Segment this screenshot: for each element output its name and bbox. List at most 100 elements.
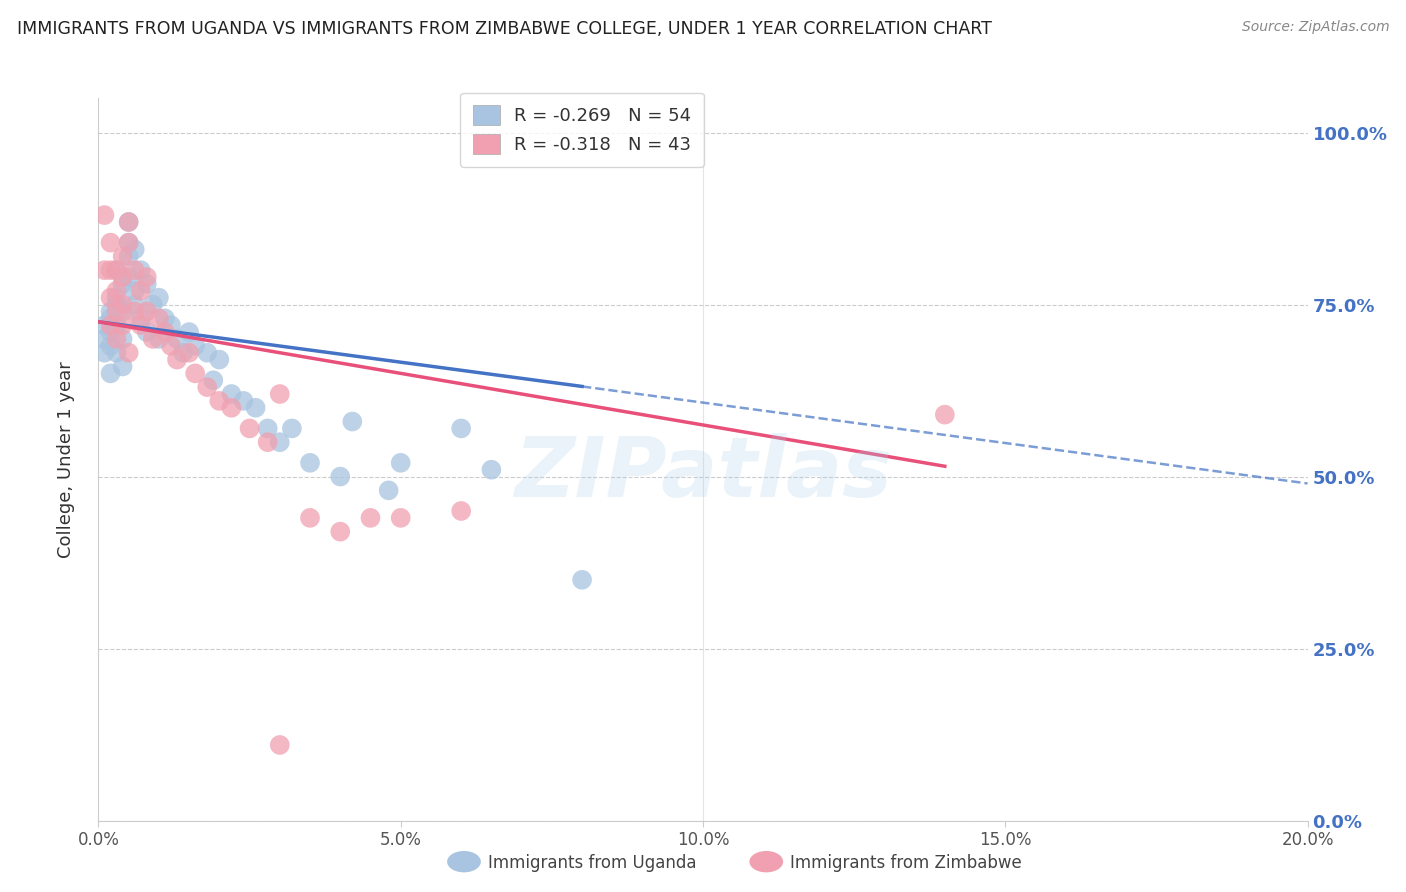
Point: [129, 318, 152, 333]
Point: [100, 235, 122, 250]
Point: [389, 456, 412, 470]
Point: [329, 469, 352, 483]
Point: [118, 345, 141, 359]
Point: [100, 263, 122, 277]
Point: [256, 435, 278, 450]
Point: [118, 215, 141, 229]
Point: [105, 291, 128, 305]
Point: [124, 284, 146, 298]
Point: [100, 318, 122, 333]
Point: [93, 318, 115, 333]
Point: [450, 421, 472, 435]
Text: ZIPatlas: ZIPatlas: [515, 434, 891, 515]
Point: [934, 408, 956, 422]
Point: [195, 345, 218, 359]
Point: [111, 297, 134, 311]
Point: [166, 352, 188, 367]
Point: [105, 284, 128, 298]
Point: [111, 277, 134, 291]
Point: [299, 511, 322, 525]
Y-axis label: College, Under 1 year: College, Under 1 year: [56, 361, 75, 558]
Legend: R = -0.269   N = 54, R = -0.318   N = 43: R = -0.269 N = 54, R = -0.318 N = 43: [460, 93, 704, 167]
Point: [118, 270, 141, 285]
Point: [153, 311, 176, 326]
Point: [135, 325, 157, 339]
Point: [135, 277, 157, 291]
Point: [377, 483, 399, 498]
Point: [232, 393, 254, 408]
Point: [142, 297, 165, 311]
Point: [269, 435, 291, 450]
Point: [129, 263, 152, 277]
Point: [571, 573, 593, 587]
Point: [281, 421, 304, 435]
Point: [100, 339, 122, 353]
Point: [93, 208, 115, 222]
Point: [148, 332, 170, 346]
Point: [100, 325, 122, 339]
Point: [124, 304, 146, 318]
Point: [105, 304, 128, 318]
Point: [105, 332, 128, 346]
Point: [93, 345, 115, 359]
Point: [93, 332, 115, 346]
Text: IMMIGRANTS FROM UGANDA VS IMMIGRANTS FROM ZIMBABWE COLLEGE, UNDER 1 YEAR CORRELA: IMMIGRANTS FROM UGANDA VS IMMIGRANTS FRO…: [17, 20, 991, 37]
Point: [111, 249, 134, 263]
Point: [111, 318, 134, 333]
Point: [184, 367, 207, 381]
Point: [124, 263, 146, 277]
Point: [245, 401, 267, 415]
Point: [124, 243, 146, 257]
Point: [100, 304, 122, 318]
Point: [160, 339, 183, 353]
Point: [118, 249, 141, 263]
Point: [153, 325, 176, 339]
Point: [142, 332, 165, 346]
Point: [111, 304, 134, 318]
Point: [105, 263, 128, 277]
Point: [184, 339, 207, 353]
Point: [160, 318, 183, 333]
Point: [105, 318, 128, 333]
Point: [166, 332, 188, 346]
Point: [202, 373, 225, 387]
Point: [105, 297, 128, 311]
Point: [118, 235, 141, 250]
Point: [100, 311, 122, 326]
Point: [111, 359, 134, 374]
Point: [100, 367, 122, 381]
Point: [208, 393, 231, 408]
Point: [111, 270, 134, 285]
Point: [299, 456, 322, 470]
Point: [179, 325, 201, 339]
Point: [221, 401, 243, 415]
Point: [105, 345, 128, 359]
Point: [135, 304, 157, 318]
Point: [450, 504, 472, 518]
Point: [360, 511, 382, 525]
Point: [148, 291, 170, 305]
Point: [481, 463, 503, 477]
Point: [124, 297, 146, 311]
Point: [118, 215, 141, 229]
Point: [118, 235, 141, 250]
Point: [179, 345, 201, 359]
Point: [389, 511, 412, 525]
Point: [148, 311, 170, 326]
Point: [342, 415, 364, 429]
Point: [129, 311, 152, 326]
Point: [329, 524, 352, 539]
Point: [239, 421, 262, 435]
Point: [269, 738, 291, 752]
Point: [269, 387, 291, 401]
Point: [100, 291, 122, 305]
Point: [93, 263, 115, 277]
Text: Immigrants from Uganda: Immigrants from Uganda: [488, 855, 696, 872]
Point: [111, 332, 134, 346]
Point: [195, 380, 218, 394]
Point: [172, 345, 194, 359]
Text: Source: ZipAtlas.com: Source: ZipAtlas.com: [1241, 20, 1389, 34]
Text: Immigrants from Zimbabwe: Immigrants from Zimbabwe: [790, 855, 1022, 872]
Point: [256, 421, 278, 435]
Point: [105, 263, 128, 277]
